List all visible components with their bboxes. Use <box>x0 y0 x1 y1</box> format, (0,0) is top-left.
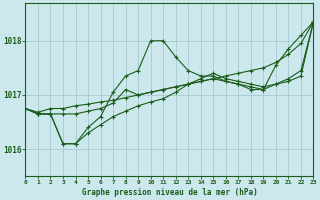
X-axis label: Graphe pression niveau de la mer (hPa): Graphe pression niveau de la mer (hPa) <box>82 188 257 197</box>
